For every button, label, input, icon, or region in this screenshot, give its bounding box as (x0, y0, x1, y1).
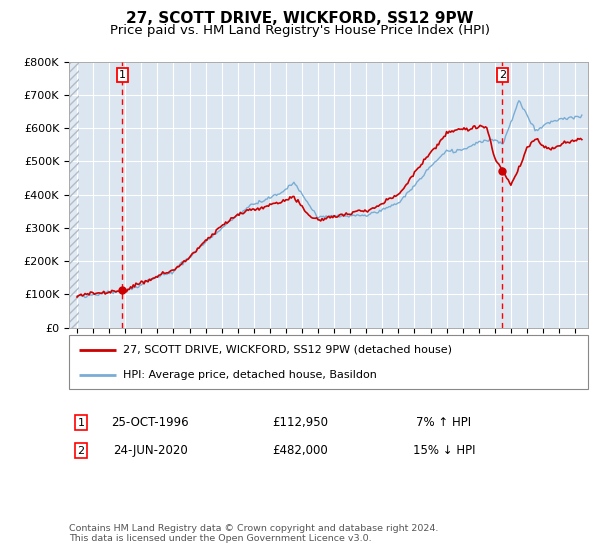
Text: Contains HM Land Registry data © Crown copyright and database right 2024.
This d: Contains HM Land Registry data © Crown c… (69, 524, 439, 543)
Text: 24-JUN-2020: 24-JUN-2020 (113, 444, 187, 458)
Text: 15% ↓ HPI: 15% ↓ HPI (413, 444, 475, 458)
Text: £482,000: £482,000 (272, 444, 328, 458)
Text: 27, SCOTT DRIVE, WICKFORD, SS12 9PW: 27, SCOTT DRIVE, WICKFORD, SS12 9PW (126, 11, 474, 26)
Text: HPI: Average price, detached house, Basildon: HPI: Average price, detached house, Basi… (124, 370, 377, 380)
Text: 25-OCT-1996: 25-OCT-1996 (111, 416, 189, 430)
Text: 1: 1 (77, 418, 85, 428)
Text: 27, SCOTT DRIVE, WICKFORD, SS12 9PW (detached house): 27, SCOTT DRIVE, WICKFORD, SS12 9PW (det… (124, 344, 452, 354)
Text: 2: 2 (499, 70, 506, 80)
Text: £112,950: £112,950 (272, 416, 328, 430)
Text: Price paid vs. HM Land Registry's House Price Index (HPI): Price paid vs. HM Land Registry's House … (110, 24, 490, 38)
Text: 2: 2 (77, 446, 85, 456)
Text: 7% ↑ HPI: 7% ↑ HPI (416, 416, 472, 430)
Text: 1: 1 (119, 70, 125, 80)
